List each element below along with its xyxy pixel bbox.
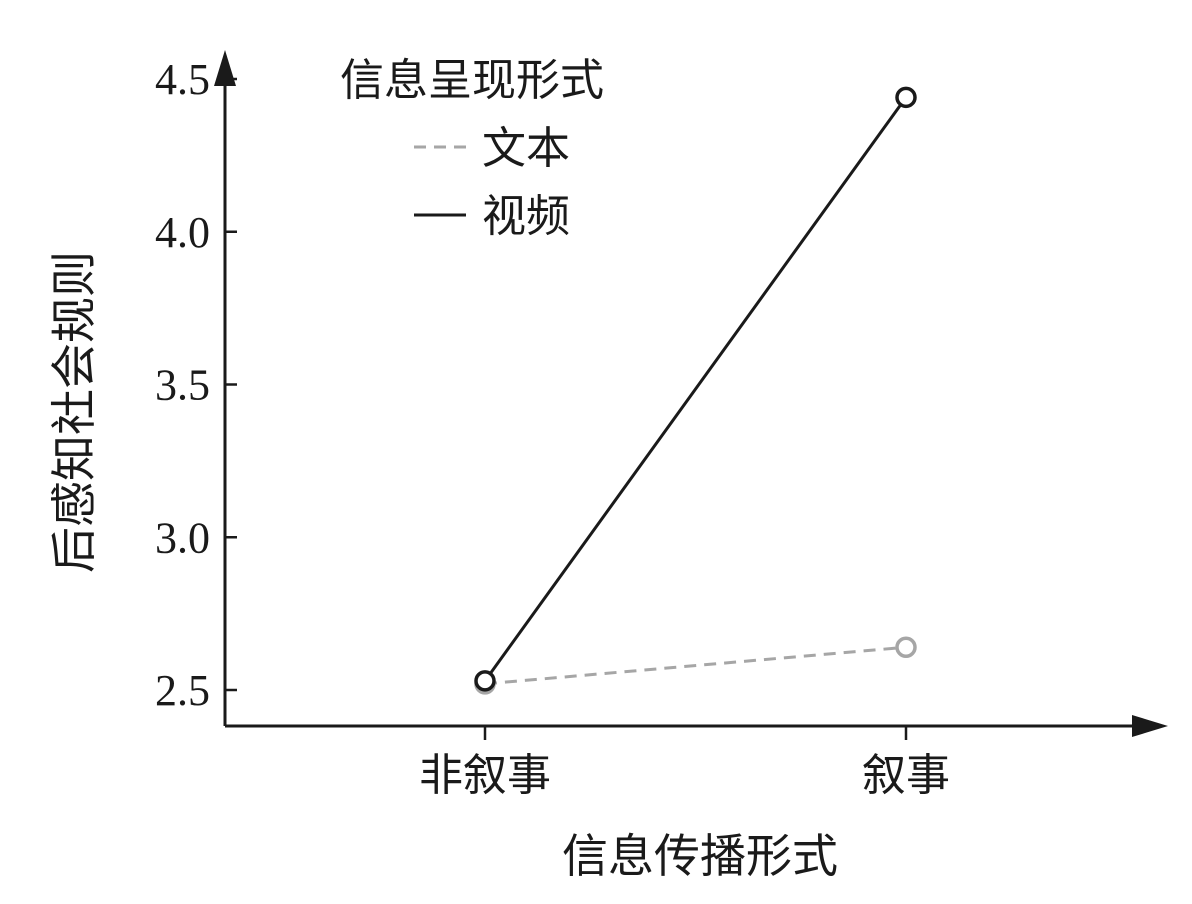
y-tick-label: 4.0 — [155, 208, 210, 257]
y-tick-label: 4.5 — [155, 55, 210, 104]
series-line-text — [484, 645, 907, 686]
data-point-video — [895, 86, 917, 109]
axes — [214, 50, 1168, 737]
x-tick-label: 叙事 — [862, 750, 950, 801]
y-axis-arrow — [214, 50, 236, 86]
y-axis-title: 后感知社会规则 — [47, 251, 101, 573]
x-ticks: 非叙事 叙事 — [419, 726, 950, 801]
legend-title: 信息呈现形式 — [340, 55, 604, 106]
legend-label-video: 视频 — [482, 191, 570, 242]
x-axis-title: 信息传播形式 — [562, 829, 838, 883]
x-tick-label: 非叙事 — [419, 750, 551, 801]
series-line-video — [483, 96, 908, 682]
x-axis-arrow — [1132, 715, 1168, 737]
data-point-video — [474, 670, 496, 692]
legend-label-text: 文本 — [482, 123, 570, 174]
series-layer — [474, 86, 917, 695]
y-tick-label: 3.0 — [155, 513, 210, 562]
legend: 信息呈现形式 文本 视频 — [340, 55, 604, 242]
data-point-text — [895, 636, 917, 658]
y-tick-label: 3.5 — [155, 361, 210, 410]
y-ticks: 2.5 3.0 3.5 4.0 4.5 — [155, 55, 237, 715]
y-tick-label: 2.5 — [155, 666, 210, 715]
